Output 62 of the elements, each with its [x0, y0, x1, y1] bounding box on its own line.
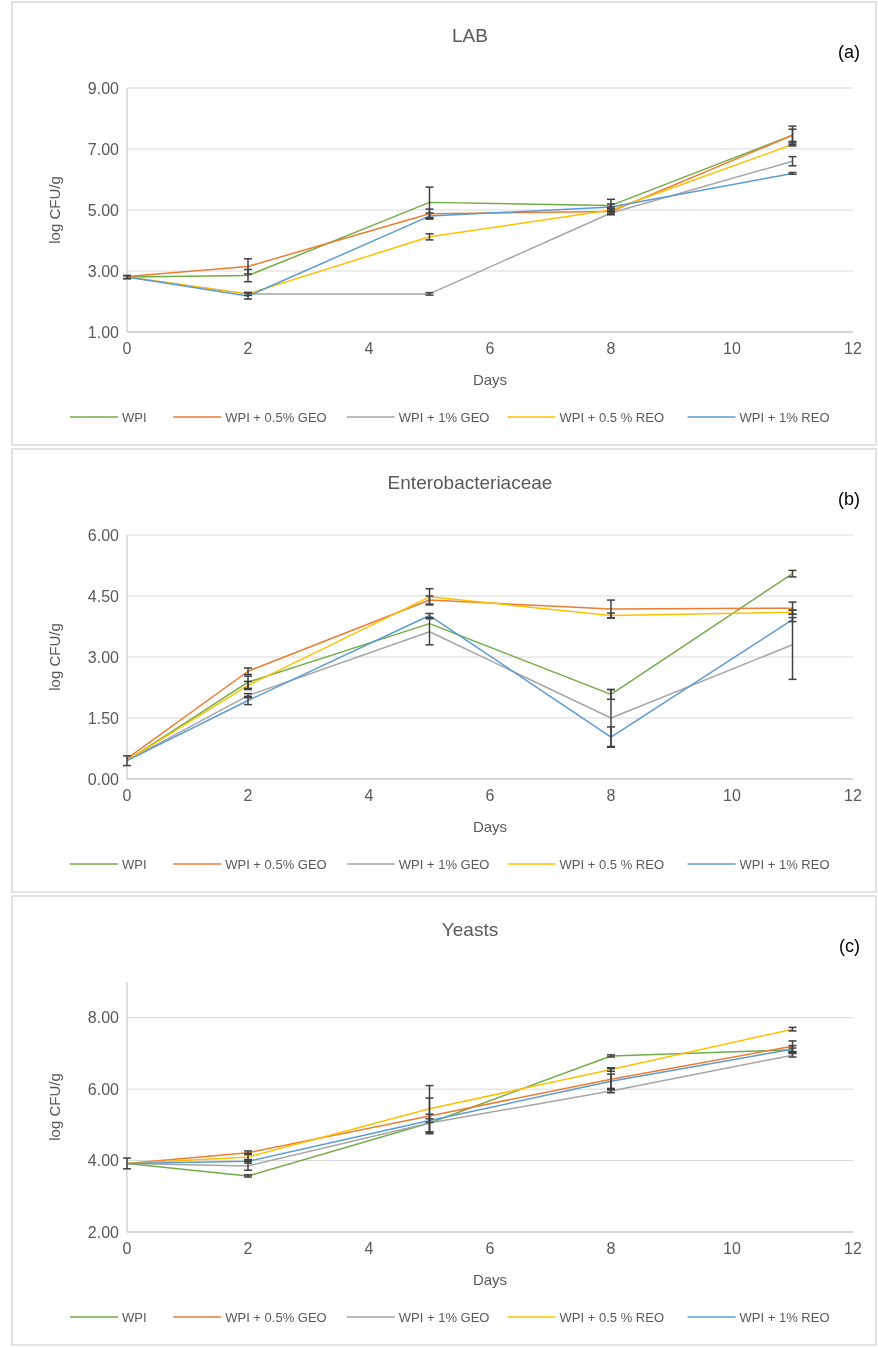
x-axis-title: Days	[472, 371, 508, 388]
legend-label: WPI + 1% REO	[739, 1309, 830, 1325]
x-tick-label: 8	[606, 340, 616, 357]
y-tick-label: 1.00	[87, 323, 120, 341]
x-tick-label: 6	[485, 1240, 495, 1257]
x-tick-label: 4	[364, 1240, 374, 1257]
legend-label: WPI + 1% REO	[739, 409, 830, 425]
x-tick-label: 2	[243, 1240, 253, 1257]
legend-label: WPI + 0.5 % REO	[559, 856, 665, 872]
y-tick-label: 0.00	[87, 770, 120, 788]
legend-label: WPI + 0.5 % REO	[559, 409, 665, 425]
legend-label: WPI	[122, 1309, 147, 1325]
x-axis-title: Days	[472, 1271, 508, 1288]
x-tick-label: 6	[485, 340, 495, 357]
x-tick-label: 10	[723, 1240, 741, 1257]
x-tick-label: 0	[122, 1240, 132, 1257]
y-tick-label: 6.00	[87, 1080, 120, 1098]
x-tick-label: 6	[485, 787, 495, 804]
legend-label: WPI + 1% GEO	[398, 409, 490, 425]
y-axis-title: log CFU/g	[46, 623, 63, 691]
y-tick-label: 2.00	[87, 1223, 120, 1241]
chart-title: Yeasts	[441, 919, 499, 940]
legend-label: WPI	[122, 409, 147, 425]
x-tick-label: 2	[243, 787, 253, 804]
y-tick-label: 6.00	[87, 526, 120, 544]
x-tick-label: 12	[844, 787, 862, 804]
chart-title: Enterobacteriaceae	[387, 472, 553, 493]
legend-label: WPI + 0.5% GEO	[225, 856, 327, 872]
y-tick-label: 7.00	[87, 140, 120, 158]
text: (b)	[838, 489, 860, 509]
x-tick-label: 10	[723, 787, 741, 804]
y-axis-title: log CFU/g	[46, 1073, 63, 1141]
legend-label: WPI + 1% GEO	[398, 856, 490, 872]
x-tick-label: 0	[122, 340, 132, 357]
x-tick-label: 8	[606, 1240, 616, 1257]
x-tick-label: 12	[844, 340, 862, 357]
legend-label: WPI + 0.5 % REO	[559, 1309, 665, 1325]
x-tick-label: 2	[243, 340, 253, 357]
legend-label: WPI	[122, 856, 147, 872]
y-tick-label: 9.00	[87, 79, 120, 97]
y-axis-title: log CFU/g	[46, 176, 63, 244]
x-tick-label: 4	[364, 340, 374, 357]
text: (a)	[838, 42, 860, 62]
x-tick-label: 12	[844, 1240, 862, 1257]
y-tick-label: 5.00	[87, 201, 120, 219]
x-tick-label: 10	[723, 340, 741, 357]
x-tick-label: 0	[122, 787, 132, 804]
legend-label: WPI + 1% REO	[739, 856, 830, 872]
x-tick-label: 8	[606, 787, 616, 804]
legend-label: WPI + 1% GEO	[398, 1309, 490, 1325]
x-tick-label: 4	[364, 787, 374, 804]
y-tick-label: 4.50	[87, 587, 120, 605]
y-tick-label: 1.50	[87, 709, 120, 727]
y-tick-label: 4.00	[87, 1152, 120, 1170]
x-axis-title: Days	[472, 818, 508, 835]
text: (c)	[839, 936, 860, 956]
chart-title: LAB	[452, 25, 488, 46]
legend-label: WPI + 0.5% GEO	[225, 409, 327, 425]
legend-label: WPI + 0.5% GEO	[225, 1309, 327, 1325]
y-tick-label: 3.00	[87, 648, 120, 666]
y-tick-label: 8.00	[87, 1009, 120, 1027]
y-tick-label: 3.00	[87, 262, 120, 280]
